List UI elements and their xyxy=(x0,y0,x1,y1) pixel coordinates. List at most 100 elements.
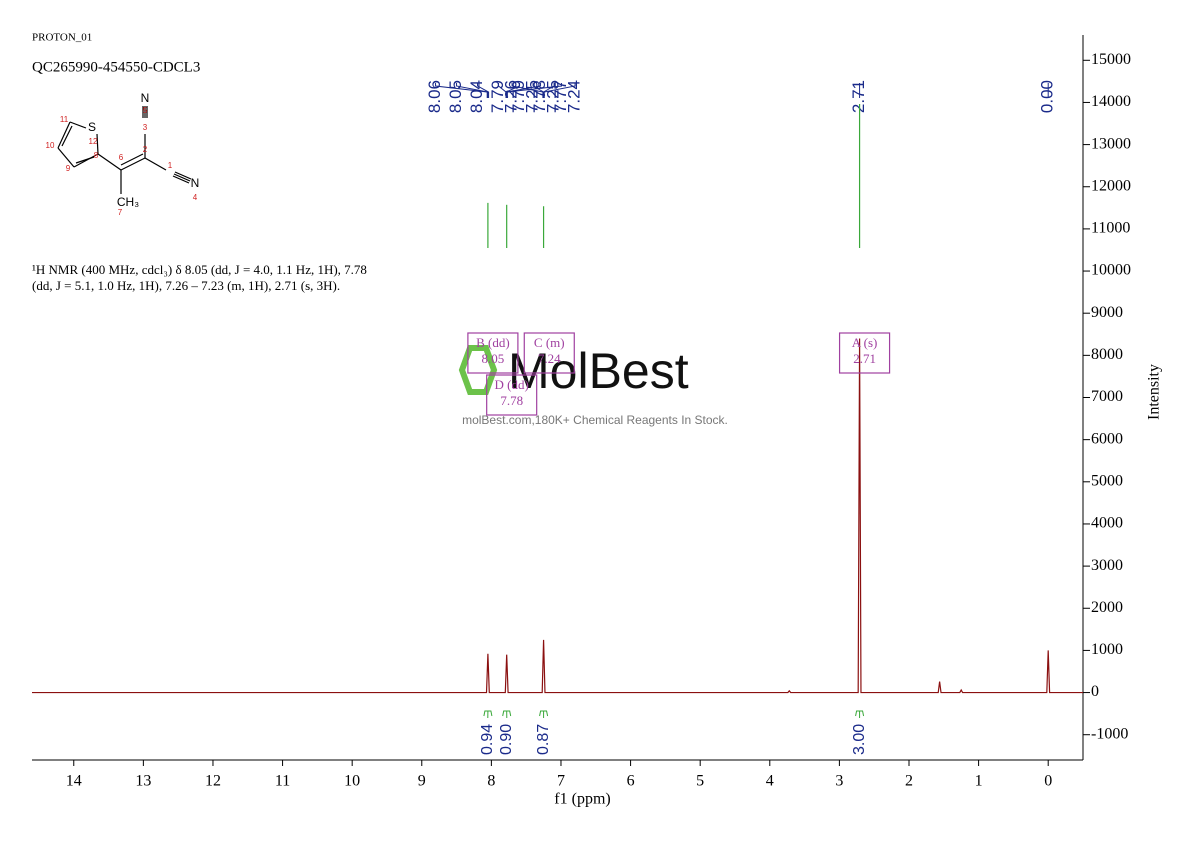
x-tick-label: 3 xyxy=(835,773,843,790)
bond xyxy=(61,125,73,147)
multiplet-label: C (m) xyxy=(534,335,565,350)
y-tick-label: 1000 xyxy=(1091,641,1123,658)
peak-connector xyxy=(543,83,555,98)
atom-label: 6 xyxy=(119,153,124,162)
y-tick-label: 8000 xyxy=(1091,346,1123,363)
multiplet-box xyxy=(486,374,538,416)
multiplet-shift: 8.05 xyxy=(482,351,505,366)
multiplet-label: B (dd) xyxy=(476,335,510,350)
y-tick-label: -1000 xyxy=(1091,725,1128,742)
bond xyxy=(75,156,95,164)
x-tick-label: 1 xyxy=(975,773,983,790)
peak-connector xyxy=(543,83,576,98)
y-tick-label: 15000 xyxy=(1091,51,1131,68)
peak-label: 7.25 xyxy=(544,80,563,113)
atom-label: N xyxy=(191,176,200,190)
integral-label: 0.90 xyxy=(498,724,515,755)
atom-label: 11 xyxy=(60,115,69,124)
experiment-name: PROTON_01 xyxy=(32,32,92,44)
peak-label: 8.04 xyxy=(467,80,486,113)
peak-connector xyxy=(505,83,521,98)
peak-label: 7.26 xyxy=(502,80,521,113)
multiplet-shift: 7.24 xyxy=(538,351,561,366)
x-tick-label: 9 xyxy=(418,773,426,790)
y-tick-label: 13000 xyxy=(1091,135,1131,152)
bond xyxy=(97,153,122,171)
multiplet-box xyxy=(523,332,575,374)
bond xyxy=(96,133,99,155)
peak-label: 0.00 xyxy=(1038,80,1057,113)
peak-connector xyxy=(435,83,488,98)
tagline: molBest.com,180K+ Chemical Reagents In S… xyxy=(462,413,728,427)
bond xyxy=(172,175,190,184)
integral-bracket xyxy=(855,710,865,718)
atom-label: 7 xyxy=(118,208,123,217)
y-tick-label: 3000 xyxy=(1091,557,1123,574)
x-axis-label: f1 (ppm) xyxy=(554,791,610,808)
y-tick-label: 0 xyxy=(1091,683,1099,700)
atom-label: 10 xyxy=(46,141,55,150)
integral-bracket xyxy=(483,710,493,719)
peak-connector xyxy=(456,83,489,98)
bond xyxy=(144,157,167,171)
bond xyxy=(173,173,191,182)
multiplet-shift: 2.71 xyxy=(853,351,876,366)
x-tick-label: 11 xyxy=(275,773,290,790)
description-box: ¹H NMR (400 MHz, cdcl₃) δ 8.05 (dd, J = … xyxy=(32,262,367,293)
peak-label: 7.25 xyxy=(523,80,542,113)
peak-connector xyxy=(506,83,563,98)
peak-connector xyxy=(511,83,544,98)
atom-label: 3 xyxy=(143,123,148,132)
x-tick-label: 6 xyxy=(627,773,635,790)
x-tick-label: 4 xyxy=(766,773,774,790)
integral-bracket xyxy=(502,710,512,719)
description: ¹H NMR (400 MHz, cdcl₃) δ 8.05 (dd, J = … xyxy=(32,262,367,293)
brand: MolBest xyxy=(508,343,689,399)
x-tick-label: 0 xyxy=(1044,773,1052,790)
bond xyxy=(174,171,192,180)
y-axis-label: Intensity xyxy=(1146,364,1163,420)
atom-label: S xyxy=(88,120,96,134)
integral-bracket xyxy=(539,710,549,718)
multiplet-label: A (s) xyxy=(852,335,878,350)
integral-label: 0.94 xyxy=(479,724,496,755)
bond xyxy=(73,153,99,168)
atom-label: 8 xyxy=(94,151,99,160)
y-tick-label: 4000 xyxy=(1091,515,1123,532)
x-tick-label: 10 xyxy=(344,773,360,790)
y-tick-label: 7000 xyxy=(1091,388,1123,405)
multiplet-box xyxy=(467,332,519,374)
y-tick-label: 10000 xyxy=(1091,262,1131,279)
atom-label: 1 xyxy=(168,161,173,170)
x-tick-label: 5 xyxy=(696,773,704,790)
peak-label: 7.79 xyxy=(488,80,507,113)
multiplet-shift: 7.78 xyxy=(500,393,523,408)
bond xyxy=(57,121,71,149)
y-tick-label: 9000 xyxy=(1091,304,1123,321)
y-tick-label: 14000 xyxy=(1091,93,1131,110)
x-tick-label: 8 xyxy=(487,773,495,790)
structure xyxy=(57,106,192,194)
atom-label: 5 xyxy=(143,106,148,115)
y-tick-label: 6000 xyxy=(1091,430,1123,447)
logo xyxy=(458,345,498,395)
peak-label: 8.06 xyxy=(425,80,444,113)
bond xyxy=(120,153,144,166)
integral-label: 0.87 xyxy=(535,724,552,755)
y-tick-label: 12000 xyxy=(1091,177,1131,194)
peak-label: 2.71 xyxy=(849,80,868,113)
multiplet-label: D (dd) xyxy=(495,377,529,392)
integral-label: 3.00 xyxy=(851,724,868,755)
watermark: MolBest molBest.com,180K+ Chemical Reage… xyxy=(458,343,728,427)
x-tick-label: 14 xyxy=(66,773,82,790)
peak-label: 8.05 xyxy=(446,80,465,113)
peak-connector xyxy=(506,83,542,98)
x-tick-label: 12 xyxy=(205,773,221,790)
atom-label: 12 xyxy=(89,137,98,146)
bond xyxy=(69,121,87,129)
atom-label: 4 xyxy=(193,193,198,202)
atom-label: 9 xyxy=(66,164,71,173)
atom-label: 2 xyxy=(143,145,148,154)
